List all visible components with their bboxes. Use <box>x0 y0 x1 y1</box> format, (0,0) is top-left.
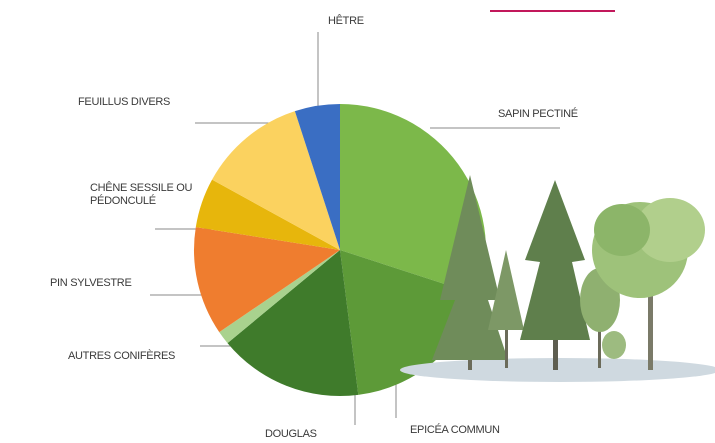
pie-slice <box>340 104 486 296</box>
slice-label: AUTRES CONIFÈRES <box>68 350 176 362</box>
trees-illustration <box>400 175 715 382</box>
pie-slice <box>195 179 340 250</box>
pie-slice <box>227 250 359 396</box>
pie-slice <box>194 227 340 333</box>
pie-slice <box>212 111 340 250</box>
leader-lines <box>150 32 560 425</box>
pie-slice <box>219 250 340 344</box>
slice-label: SAPIN PECTINÉ <box>498 108 578 120</box>
slice-label: FEUILLUS DIVERS <box>78 96 171 108</box>
slice-label: CHÊNE SESSILE OU PÉDONCULÉ <box>90 182 193 207</box>
slice-label: HÊTRE <box>328 15 364 27</box>
slice-label: DOUGLAS <box>265 428 317 440</box>
slice-label: PIN SYLVESTRE <box>50 277 132 289</box>
slice-label: EPICÉA COMMUN <box>410 424 500 436</box>
pie-slice <box>294 104 340 250</box>
